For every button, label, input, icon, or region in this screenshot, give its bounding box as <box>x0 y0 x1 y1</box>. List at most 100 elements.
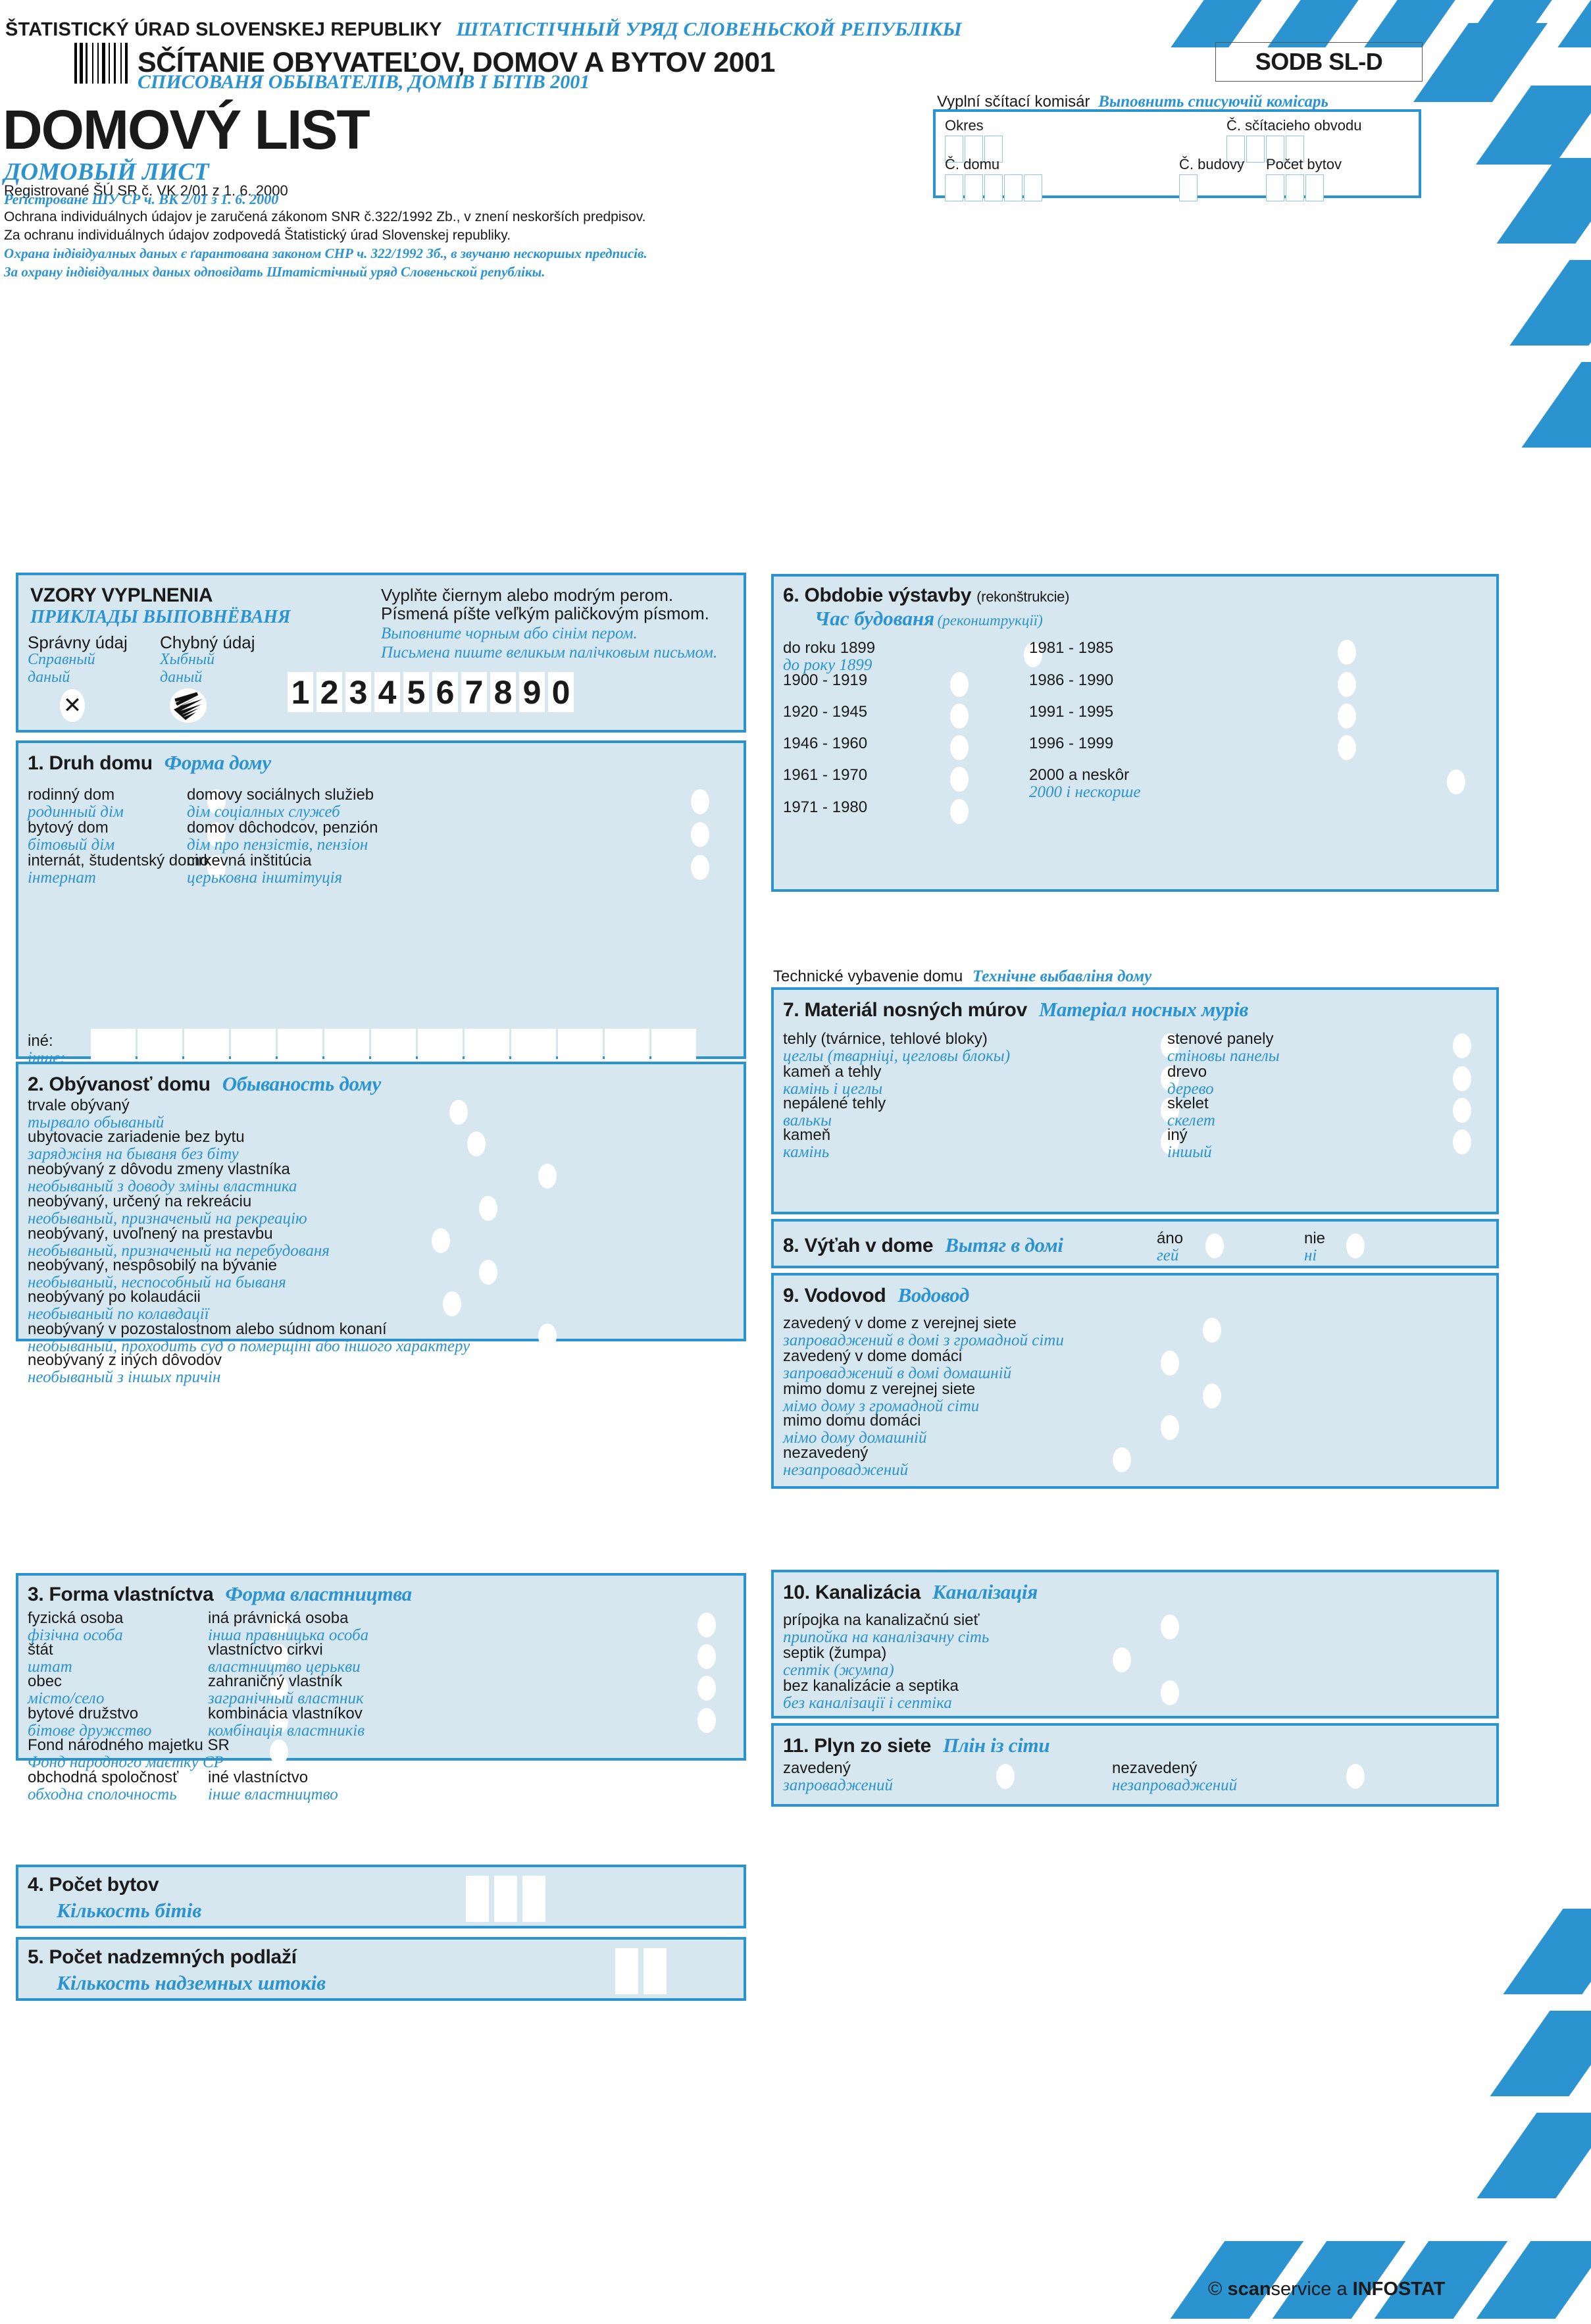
input-cell[interactable] <box>1226 136 1245 163</box>
text-input-cell[interactable] <box>231 1029 276 1064</box>
input-cell[interactable] <box>1004 174 1023 201</box>
input-cell[interactable] <box>1246 136 1265 163</box>
option-label: trvale obývaný тырвало обываный <box>28 1097 164 1131</box>
option-label-cyr: фізічна особа <box>28 1626 123 1644</box>
material-left-oval[interactable] <box>1161 1033 1179 1058</box>
number-input-cell[interactable] <box>644 1948 667 1994</box>
druh-domu-left-oval[interactable] <box>207 789 226 814</box>
text-input-cell[interactable] <box>605 1029 649 1064</box>
input-cell[interactable] <box>1266 136 1284 163</box>
text-input-cell[interactable] <box>138 1029 182 1064</box>
section-4-input-cells[interactable] <box>466 1876 545 1922</box>
text-input-cell[interactable] <box>558 1029 603 1064</box>
input-cell[interactable] <box>965 136 983 163</box>
section-11-no-oval[interactable] <box>1346 1764 1365 1789</box>
commissioner-label-sk: Vyplní sčítací komisár <box>937 93 1090 111</box>
option-label-sk: obec <box>28 1672 63 1690</box>
vlastnictvo-right-oval[interactable] <box>697 1644 716 1669</box>
text-input-cell[interactable] <box>418 1029 463 1064</box>
text-input-cell[interactable] <box>651 1029 696 1064</box>
kanalizacia-oval[interactable] <box>1161 1680 1179 1705</box>
obyvanost-oval[interactable] <box>479 1260 497 1285</box>
section-1-other-row-1[interactable] <box>91 1029 696 1064</box>
section-11-yes-oval[interactable] <box>996 1764 1015 1789</box>
input-cell[interactable] <box>984 174 1003 201</box>
obdobie-right-oval[interactable] <box>1338 735 1356 760</box>
kanalizacia-oval[interactable] <box>1161 1614 1179 1640</box>
obdobie-left-oval[interactable] <box>950 799 969 824</box>
input-cell[interactable] <box>945 136 963 163</box>
obdobie-left-oval[interactable] <box>950 672 969 697</box>
vodovod-oval[interactable] <box>1113 1447 1131 1472</box>
text-input-cell[interactable] <box>324 1029 369 1064</box>
number-input-cell[interactable] <box>466 1876 489 1922</box>
obdobie-right-oval[interactable] <box>1447 769 1465 794</box>
vlastnictvo-right-oval[interactable] <box>697 1708 716 1733</box>
option-label-cyr: тырвало обываный <box>28 1113 164 1131</box>
text-input-cell[interactable] <box>278 1029 322 1064</box>
vodovod-oval[interactable] <box>1161 1415 1179 1440</box>
text-input-cell[interactable] <box>371 1029 416 1064</box>
number-input-cell[interactable] <box>522 1876 545 1922</box>
obyvanost-oval[interactable] <box>443 1291 461 1316</box>
obyvanost-oval[interactable] <box>449 1100 468 1125</box>
druh-domu-right-oval[interactable] <box>691 855 709 880</box>
text-input-cell[interactable] <box>91 1029 136 1064</box>
obdobie-left-oval[interactable] <box>950 767 969 792</box>
vlastnictvo-left-oval[interactable] <box>270 1740 288 1765</box>
druh-domu-left-oval[interactable] <box>207 822 226 847</box>
obyvanost-oval[interactable] <box>467 1131 486 1156</box>
section-5-input-cells[interactable] <box>615 1948 667 1994</box>
section-4-num: 4. <box>28 1874 44 1896</box>
obdobie-left-oval[interactable] <box>950 735 969 760</box>
obdobie-left-oval[interactable] <box>1024 642 1042 667</box>
input-cell[interactable] <box>945 174 963 201</box>
material-left-oval[interactable] <box>1161 1066 1179 1091</box>
obdobie-right-oval[interactable] <box>1338 672 1356 697</box>
obdobie-right-oval[interactable] <box>1338 640 1356 665</box>
druh-domu-right-oval[interactable] <box>691 822 709 847</box>
material-right-oval[interactable] <box>1453 1066 1471 1091</box>
obdobie-right-oval[interactable] <box>1338 704 1356 729</box>
obdobie-left-oval[interactable] <box>950 704 969 729</box>
material-left-oval[interactable] <box>1161 1098 1179 1123</box>
vlastnictvo-right-oval[interactable] <box>697 1613 716 1638</box>
druh-domu-right-oval[interactable] <box>691 789 709 814</box>
vlastnictvo-right-oval[interactable] <box>697 1676 716 1701</box>
material-left-oval[interactable] <box>1161 1129 1179 1154</box>
obyvanost-oval[interactable] <box>432 1228 450 1253</box>
input-cell[interactable] <box>1286 136 1304 163</box>
vlastnictvo-left-oval[interactable] <box>270 1708 288 1733</box>
number-input-cell[interactable] <box>494 1876 517 1922</box>
material-right-oval[interactable] <box>1453 1033 1471 1058</box>
input-cell[interactable] <box>1286 174 1304 201</box>
vlastnictvo-left-oval[interactable] <box>270 1644 288 1669</box>
section-8-no-oval[interactable] <box>1346 1233 1365 1258</box>
vlastnictvo-left-oval[interactable] <box>270 1772 288 1797</box>
material-right-oval[interactable] <box>1453 1098 1471 1123</box>
input-cell[interactable] <box>1266 174 1284 201</box>
section-8-yes-oval[interactable] <box>1205 1233 1224 1258</box>
vlastnictvo-right-oval[interactable] <box>697 1772 716 1797</box>
vlastnictvo-left-oval[interactable] <box>270 1676 288 1701</box>
druh-domu-left-oval[interactable] <box>207 855 226 880</box>
obyvanost-oval[interactable] <box>479 1196 497 1221</box>
text-input-cell[interactable] <box>465 1029 509 1064</box>
input-cell[interactable] <box>1024 174 1042 201</box>
input-cell[interactable] <box>1179 174 1198 201</box>
input-cell[interactable] <box>984 136 1003 163</box>
input-cell[interactable] <box>965 174 983 201</box>
input-cell[interactable] <box>1305 174 1324 201</box>
text-input-cell[interactable] <box>184 1029 229 1064</box>
kanalizacia-oval[interactable] <box>1113 1647 1131 1672</box>
obyvanost-oval[interactable] <box>443 1355 461 1380</box>
text-input-cell[interactable] <box>511 1029 556 1064</box>
obyvanost-oval[interactable] <box>538 1164 557 1189</box>
vlastnictvo-left-oval[interactable] <box>270 1613 288 1638</box>
vodovod-oval[interactable] <box>1203 1383 1221 1408</box>
material-right-oval[interactable] <box>1453 1129 1471 1154</box>
vodovod-oval[interactable] <box>1161 1351 1179 1376</box>
vodovod-oval[interactable] <box>1203 1318 1221 1343</box>
number-input-cell[interactable] <box>615 1948 638 1994</box>
obyvanost-oval[interactable] <box>538 1324 557 1349</box>
